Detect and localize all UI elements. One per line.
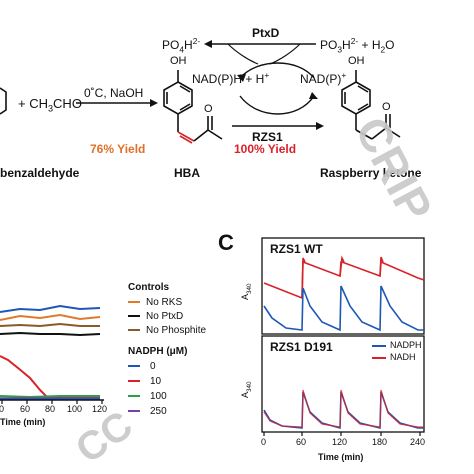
tick-label: 100 <box>67 404 83 414</box>
legend-item-no-ptxd: No PtxD <box>128 311 206 325</box>
raspberry-ketone-structure <box>341 70 401 140</box>
tick-label: 60 <box>296 437 307 447</box>
tick-label: 120 <box>332 437 348 447</box>
nadp-label: NAD(P)+ <box>300 70 347 86</box>
reaction-conditions: 0˚C, NaOH <box>84 86 144 100</box>
cofactor-cycle-lower <box>239 95 315 115</box>
enzyme-ptxd: PtxD <box>252 26 280 40</box>
nadph-label: NAD(P)H + H+ <box>192 70 270 86</box>
panel-c-top-title: RZS1 WT <box>270 242 323 256</box>
tick-label: 240 <box>410 437 426 447</box>
controls-legend: No RKS No PtxD No Phosphite <box>128 297 206 339</box>
panel-c-xlabel: Time (min) <box>318 452 364 462</box>
nadph-legend-title: NADPH (μM) <box>128 346 188 357</box>
label-hba: HBA <box>174 166 200 180</box>
tick-label: 120 <box>92 404 108 414</box>
panel-c-bottom-title: RZS1 D191 <box>270 340 333 354</box>
label-raspberry-ketone: Raspberry ketone <box>320 166 422 180</box>
raspberry-ketone-o: O <box>382 101 391 113</box>
yield-hba: 76% Yield <box>90 142 146 156</box>
legend-item-nadph-10: 10 <box>128 376 167 391</box>
phosphite-water-label: PO3H2- + H2O <box>320 36 395 55</box>
benzaldehyde-structure <box>0 87 7 115</box>
reagent-acetaldehyde: + CH3CHO <box>18 96 82 114</box>
tick-label: 80 <box>45 404 56 414</box>
panel-c-letter: C <box>218 230 234 255</box>
legend-item-no-rks: No RKS <box>128 297 206 311</box>
legend-item-nadph-100: 100 <box>128 391 167 406</box>
panel-c-ylabel-bottom: A340 <box>240 381 253 398</box>
panel-c-legend-nadh: NADH <box>390 352 416 362</box>
cofactor-cycle-upper <box>239 62 315 79</box>
raspberry-oh: OH <box>348 55 365 67</box>
panel-c-ylabel-top: A340 <box>240 283 253 300</box>
legend-item-nadph-0: 0 <box>128 361 167 376</box>
hba-oh: OH <box>170 55 187 67</box>
enzyme-rzs1: RZS1 <box>252 130 283 144</box>
tick-label: 60 <box>20 404 31 414</box>
yield-raspberry: 100% Yield <box>234 142 297 156</box>
controls-legend-title: Controls <box>128 282 170 293</box>
phosphate-label: PO4H2- <box>162 36 201 55</box>
tick-label: 180 <box>372 437 388 447</box>
reaction-scheme-drawing <box>0 40 401 144</box>
tick-label: 0 <box>261 437 267 447</box>
legend-item-no-phosphite: No Phosphite <box>128 325 206 339</box>
legend-item-nadph-250: 250 <box>128 406 167 421</box>
tick-label: 40 <box>0 404 5 414</box>
hba-structure <box>163 70 223 144</box>
hba-ketone-o: O <box>204 103 213 115</box>
label-benzaldehyde: benzaldehyde <box>0 166 80 180</box>
nadph-legend: 0 10 100 250 <box>128 361 167 421</box>
panel-c-legend-nadph: NADPH <box>390 340 422 350</box>
panel-b-xlabel: Time (min) <box>0 417 46 427</box>
